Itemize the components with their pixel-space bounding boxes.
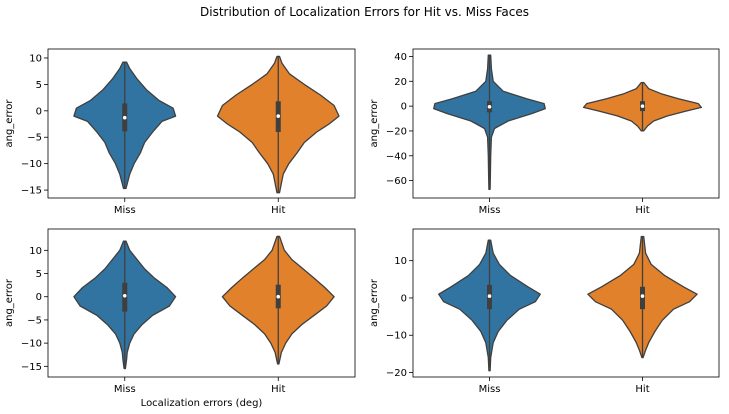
median-point-hit bbox=[640, 294, 645, 298]
y-axis-label: ang_error bbox=[369, 278, 380, 327]
x-tick-label: Miss bbox=[479, 205, 501, 216]
y-tick-label: −20 bbox=[386, 368, 407, 379]
y-tick-label: 0 bbox=[36, 292, 42, 303]
y-tick-label: 10 bbox=[29, 53, 42, 64]
subplot-top-right: 40 20 0 −20 −40 −60 Miss Hit ang_error bbox=[369, 48, 720, 216]
y-tick-label: −10 bbox=[386, 331, 407, 342]
x-tick-label: Miss bbox=[114, 384, 136, 395]
y-tick-label: −60 bbox=[386, 176, 407, 187]
y-tick-label: 0 bbox=[36, 106, 42, 117]
x-tick-label: Hit bbox=[635, 205, 649, 216]
axes-frame bbox=[47, 48, 356, 199]
y-tick-label: −15 bbox=[21, 362, 42, 373]
median-point-miss bbox=[487, 294, 492, 298]
y-tick-label: −5 bbox=[27, 315, 42, 326]
x-tick-label: Miss bbox=[114, 205, 136, 216]
median-point-miss bbox=[487, 104, 492, 109]
y-tick-label: −10 bbox=[21, 159, 42, 170]
y-axis-label: ang_error bbox=[369, 99, 380, 148]
axes-frame bbox=[47, 228, 356, 378]
y-tick-label: 0 bbox=[401, 102, 407, 113]
x-tick-label: Miss bbox=[479, 384, 501, 395]
median-point-miss bbox=[122, 115, 127, 120]
y-tick-label: 10 bbox=[29, 246, 42, 257]
median-point-miss bbox=[122, 294, 127, 298]
median-point-hit bbox=[640, 104, 645, 108]
y-tick-label: 40 bbox=[394, 52, 407, 63]
x-tick-label: Hit bbox=[271, 384, 285, 395]
iqr-box-hit bbox=[640, 286, 645, 310]
y-tick-label: 10 bbox=[394, 256, 407, 267]
subplot-bottom-right: 10 0 −10 −20 Miss Hit ang_error bbox=[369, 228, 720, 395]
subplot-top-left: 10 5 0 −5 −10 −15 Miss Hit ang_error bbox=[4, 48, 356, 216]
y-tick-label: 5 bbox=[36, 80, 42, 91]
y-tick-label: −5 bbox=[27, 133, 42, 144]
y-tick-label: 0 bbox=[401, 293, 407, 304]
x-tick-label: Hit bbox=[271, 205, 285, 216]
x-axis-label: Localization errors (deg) bbox=[141, 398, 263, 409]
x-tick-label: Hit bbox=[635, 384, 649, 395]
figure-title: Distribution of Localization Errors for … bbox=[200, 5, 529, 19]
y-tick-label: 5 bbox=[36, 269, 42, 280]
axes-frame bbox=[412, 228, 720, 378]
subplot-bottom-left: 10 5 0 −5 −10 −15 Miss Hit ang_error Localization… bbox=[4, 228, 356, 409]
median-point-hit bbox=[276, 114, 281, 118]
median-point-hit bbox=[276, 294, 281, 299]
y-tick-label: 20 bbox=[394, 77, 407, 88]
y-tick-label: −15 bbox=[21, 186, 42, 197]
y-tick-label: −10 bbox=[21, 339, 42, 350]
y-axis-label: ang_error bbox=[4, 278, 15, 327]
y-axis-label: ang_error bbox=[4, 99, 15, 148]
axes-frame bbox=[412, 48, 720, 199]
y-tick-label: −40 bbox=[386, 151, 407, 162]
y-tick-label: −20 bbox=[386, 126, 407, 137]
